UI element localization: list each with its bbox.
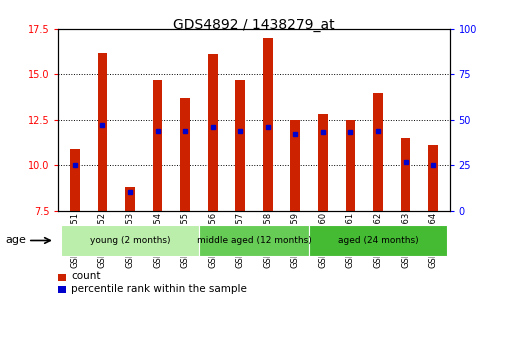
Bar <box>345 120 355 211</box>
Bar <box>153 80 163 211</box>
Bar <box>428 145 438 211</box>
Text: aged (24 months): aged (24 months) <box>338 236 418 245</box>
Text: age: age <box>5 236 26 245</box>
Bar <box>373 93 383 211</box>
Text: GDS4892 / 1438279_at: GDS4892 / 1438279_at <box>173 18 335 32</box>
Bar <box>180 98 190 211</box>
Text: young (2 months): young (2 months) <box>90 236 170 245</box>
Bar <box>401 138 410 211</box>
Text: middle aged (12 months): middle aged (12 months) <box>197 236 311 245</box>
Bar <box>291 120 300 211</box>
Bar <box>125 187 135 211</box>
Bar <box>318 114 328 211</box>
Bar <box>70 149 80 211</box>
Bar <box>235 80 245 211</box>
Bar <box>263 38 273 211</box>
Bar <box>98 53 107 211</box>
Bar <box>208 54 217 211</box>
Text: count: count <box>71 271 101 281</box>
Text: percentile rank within the sample: percentile rank within the sample <box>71 285 247 294</box>
